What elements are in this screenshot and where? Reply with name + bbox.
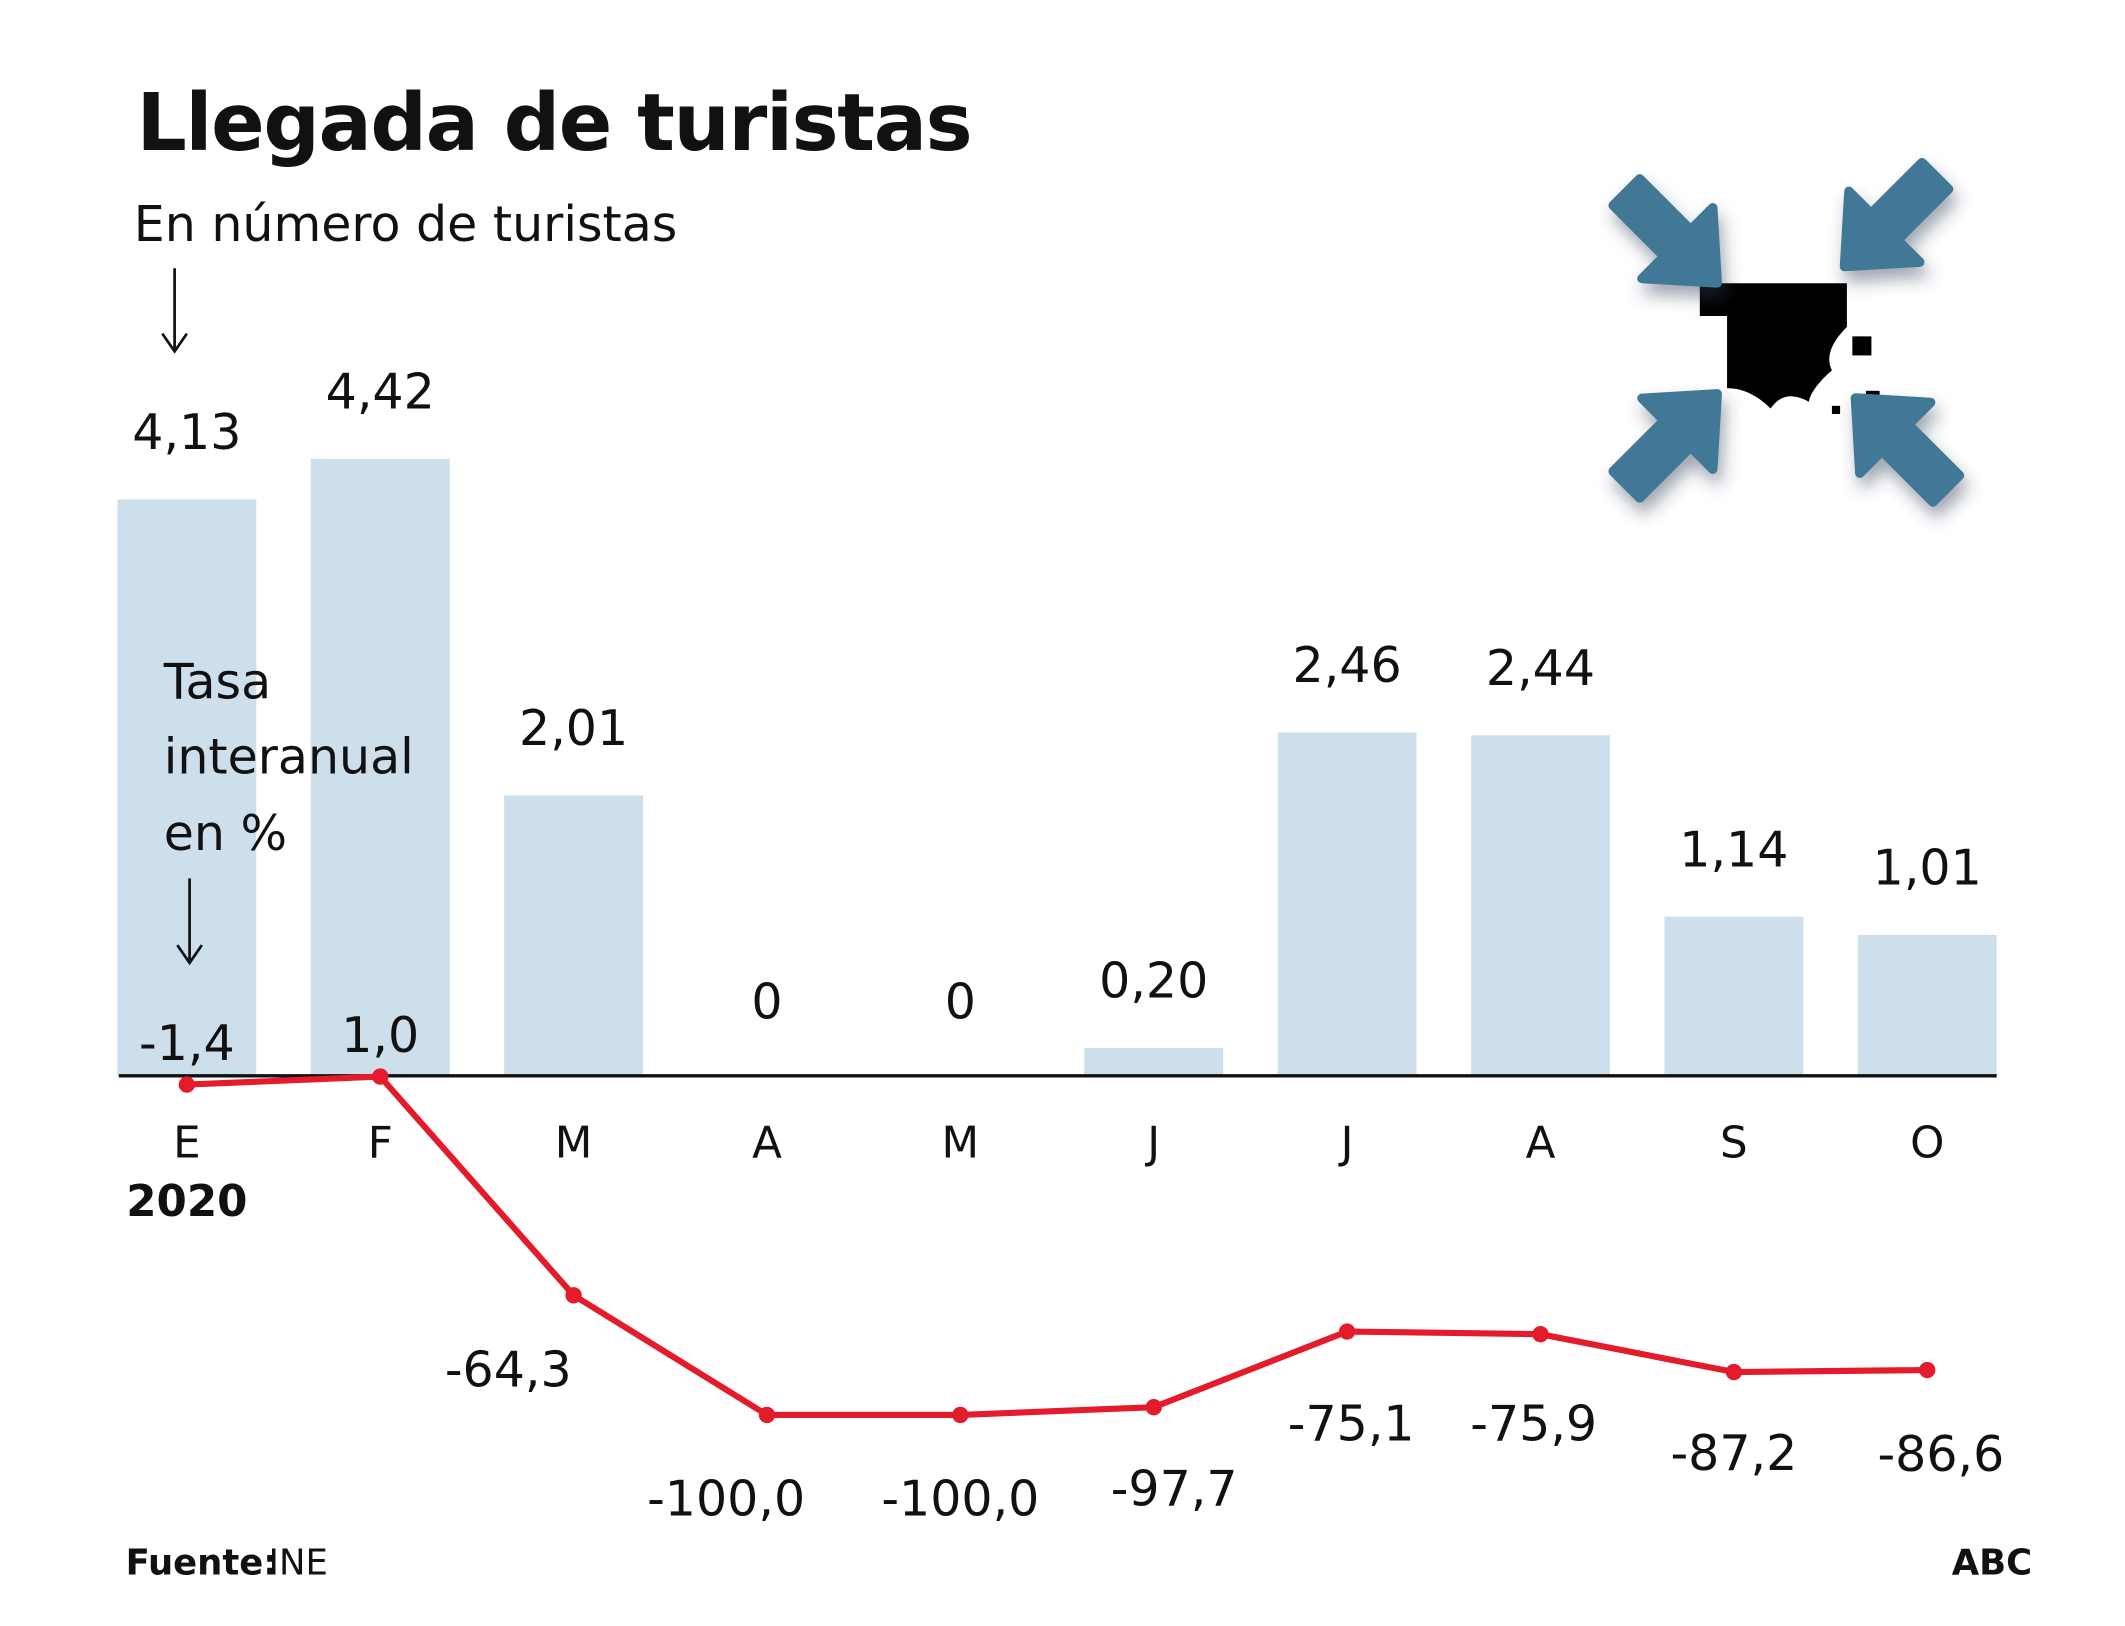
rate-value-label: 1,0 <box>341 1006 419 1064</box>
x-tick-label: A <box>752 1119 782 1169</box>
rate-value-label: -75,9 <box>1470 1394 1597 1452</box>
bar-value-label: 0,20 <box>1099 952 1208 1010</box>
x-tick-label: M <box>555 1119 593 1169</box>
rate-label-2: interanual <box>164 728 414 786</box>
rate-point <box>1338 1323 1356 1340</box>
arrow-down-icon <box>176 878 203 966</box>
rate-value-label: -100,0 <box>881 1470 1039 1528</box>
arrow-inward-icon <box>1850 393 1965 507</box>
x-tick-label: A <box>1526 1119 1556 1169</box>
bar <box>1857 934 1997 1076</box>
bar <box>1277 732 1417 1076</box>
rate-value-label: -1,4 <box>139 1014 235 1072</box>
arrow-down-icon <box>161 268 188 354</box>
x-tick-label: F <box>368 1119 393 1169</box>
rate-value-label: -97,7 <box>1111 1459 1238 1517</box>
x-tick-label: E <box>173 1119 201 1169</box>
chart-subtitle: En número de turistas <box>134 195 678 253</box>
rate-value-label: -64,3 <box>445 1341 572 1399</box>
rate-value-label: -100,0 <box>647 1470 805 1528</box>
x-tick-label: O <box>1910 1119 1944 1169</box>
x-tick-label: J <box>1144 1119 1160 1169</box>
brand-logo: ABC <box>1952 1542 2032 1583</box>
rate-point <box>1145 1399 1162 1416</box>
bar <box>310 458 450 1076</box>
bar-value-label: 0 <box>751 973 782 1031</box>
bar-value-label: 1,14 <box>1679 820 1788 878</box>
bar-value-label: 4,42 <box>326 362 435 420</box>
rate-value-label: -75,1 <box>1288 1394 1415 1452</box>
bar-value-label: 2,44 <box>1486 639 1595 697</box>
rate-point <box>178 1076 196 1093</box>
rate-value-label: -86,6 <box>1877 1425 2004 1483</box>
x-tick-label: M <box>942 1119 980 1169</box>
bar <box>1084 1047 1224 1076</box>
x-tick-label: S <box>1720 1119 1748 1169</box>
spain-map-with-inward-arrows-icon <box>1608 157 1965 507</box>
chart-title: Llegada de turistas <box>136 77 971 169</box>
arrow-inward-icon <box>1608 174 1722 288</box>
bar-value-label: 0 <box>945 973 976 1031</box>
rate-point <box>372 1068 389 1085</box>
rate-point <box>1919 1361 1936 1379</box>
rate-label-1: Tasa <box>163 653 271 711</box>
source-label: Fuente: <box>126 1542 278 1583</box>
rate-point <box>1725 1363 1743 1381</box>
bar <box>1664 916 1804 1076</box>
rate-line <box>186 1073 1928 1418</box>
source-value: INE <box>269 1542 328 1583</box>
rate-label-3: en % <box>164 804 287 862</box>
year-label: 2020 <box>126 1177 247 1227</box>
x-tick-label: J <box>1338 1119 1354 1169</box>
bar <box>504 795 644 1076</box>
arrow-inward-icon <box>1608 389 1722 503</box>
bar-value-label: 1,01 <box>1873 838 1982 896</box>
rate-point <box>1532 1326 1549 1343</box>
bar <box>117 499 257 1076</box>
bar-value-label: 2,01 <box>519 699 628 757</box>
bar-value-label: 4,13 <box>132 403 241 461</box>
arrow-inward-icon <box>1839 157 1954 272</box>
rate-point <box>952 1406 969 1424</box>
bar-value-label: 2,46 <box>1293 636 1402 694</box>
rate-value-label: -87,2 <box>1670 1424 1797 1482</box>
rate-point <box>758 1406 776 1424</box>
rate-point <box>565 1287 582 1304</box>
bar <box>1471 735 1610 1076</box>
